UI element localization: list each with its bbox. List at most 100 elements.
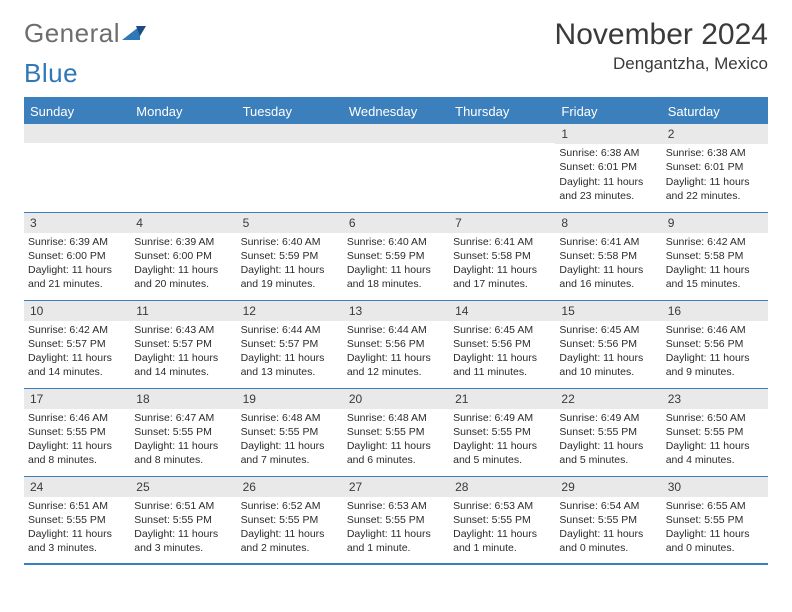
sunrise-text: Sunrise: 6:44 AM bbox=[347, 323, 445, 337]
day-header: Sunday bbox=[24, 98, 130, 124]
day-number: 26 bbox=[237, 477, 343, 497]
sunrise-text: Sunrise: 6:45 AM bbox=[453, 323, 551, 337]
sunset-text: Sunset: 5:55 PM bbox=[134, 425, 232, 439]
day-number: 29 bbox=[555, 477, 661, 497]
daylight-text: Daylight: 11 hours and 1 minute. bbox=[347, 527, 445, 555]
empty-day bbox=[24, 124, 130, 143]
calendar-day-cell: 1 Sunrise: 6:38 AMSunset: 6:01 PMDaylight… bbox=[555, 124, 661, 212]
brand-word2: Blue bbox=[24, 58, 78, 89]
calendar-day-cell: 23Sunrise: 6:50 AMSunset: 5:55 PMDayligh… bbox=[662, 388, 768, 476]
sunrise-text: Sunrise: 6:45 AM bbox=[559, 323, 657, 337]
sunset-text: Sunset: 6:01 PM bbox=[559, 160, 657, 174]
sunset-text: Sunset: 5:55 PM bbox=[347, 425, 445, 439]
calendar-day-cell: 8Sunrise: 6:41 AMSunset: 5:58 PMDaylight… bbox=[555, 212, 661, 300]
sunset-text: Sunset: 5:57 PM bbox=[241, 337, 339, 351]
month-title: November 2024 bbox=[555, 18, 768, 52]
sunset-text: Sunset: 6:00 PM bbox=[134, 249, 232, 263]
sunset-text: Sunset: 5:55 PM bbox=[134, 513, 232, 527]
sunset-text: Sunset: 5:56 PM bbox=[453, 337, 551, 351]
calendar-week-row: 1Sunrise: 6:38 AMSunset: 6:01 PMDaylight… bbox=[24, 124, 768, 212]
calendar-day-cell: 5Sunrise: 6:40 AMSunset: 5:59 PMDaylight… bbox=[237, 212, 343, 300]
day-number: 19 bbox=[237, 389, 343, 409]
day-number: 5 bbox=[237, 213, 343, 233]
calendar-day-cell: 14 Sunrise: 6:45 AMSunset: 5:56 PMDayligh… bbox=[449, 300, 555, 388]
daylight-text: Daylight: 11 hours and 23 minutes. bbox=[559, 175, 657, 203]
sunrise-text: Sunrise: 6:49 AM bbox=[559, 411, 657, 425]
daylight-text: Daylight: 11 hours and 8 minutes. bbox=[134, 439, 232, 467]
day-header: Saturday bbox=[662, 98, 768, 124]
calendar-day-cell: 28Sunrise: 6:53 AMSunset: 5:55 PMDayligh… bbox=[449, 476, 555, 564]
daylight-text: Daylight: 11 hours and 2 minutes. bbox=[241, 527, 339, 555]
empty-day bbox=[237, 124, 343, 143]
sunset-text: Sunset: 5:56 PM bbox=[559, 337, 657, 351]
daylight-text: Daylight: 11 hours and 19 minutes. bbox=[241, 263, 339, 291]
sunset-text: Sunset: 5:55 PM bbox=[559, 513, 657, 527]
sunset-text: Sunset: 5:58 PM bbox=[666, 249, 764, 263]
calendar-day-cell: 2Sunrise: 6:38 AMSunset: 6:01 PMDaylight… bbox=[662, 124, 768, 212]
calendar-day-cell: 11Sunrise: 6:43 AMSunset: 5:57 PMDayligh… bbox=[130, 300, 236, 388]
day-number: 6 bbox=[343, 213, 449, 233]
sunset-text: Sunset: 5:56 PM bbox=[347, 337, 445, 351]
day-number: 11 bbox=[130, 301, 236, 321]
daylight-text: Daylight: 11 hours and 20 minutes. bbox=[134, 263, 232, 291]
sunset-text: Sunset: 6:01 PM bbox=[666, 160, 764, 174]
day-header-row: Sunday Monday Tuesday Wednesday Thursday… bbox=[24, 98, 768, 124]
day-number: 14 bbox=[449, 301, 555, 321]
sunset-text: Sunset: 5:55 PM bbox=[241, 425, 339, 439]
calendar-day-cell bbox=[343, 124, 449, 212]
title-block: November 2024 Dengantzha, Mexico bbox=[555, 18, 768, 74]
sunset-text: Sunset: 5:55 PM bbox=[347, 513, 445, 527]
daylight-text: Daylight: 11 hours and 12 minutes. bbox=[347, 351, 445, 379]
calendar-week-row: 24Sunrise: 6:51 AMSunset: 5:55 PMDayligh… bbox=[24, 476, 768, 564]
day-number: 3 bbox=[24, 213, 130, 233]
day-number: 24 bbox=[24, 477, 130, 497]
sunrise-text: Sunrise: 6:52 AM bbox=[241, 499, 339, 513]
sunset-text: Sunset: 5:55 PM bbox=[453, 425, 551, 439]
sunrise-text: Sunrise: 6:53 AM bbox=[453, 499, 551, 513]
day-number: 20 bbox=[343, 389, 449, 409]
day-header: Thursday bbox=[449, 98, 555, 124]
day-number: 25 bbox=[130, 477, 236, 497]
empty-day bbox=[130, 124, 236, 143]
daylight-text: Daylight: 11 hours and 17 minutes. bbox=[453, 263, 551, 291]
sunrise-text: Sunrise: 6:42 AM bbox=[666, 235, 764, 249]
brand-logo: General bbox=[24, 18, 148, 49]
day-number: 23 bbox=[662, 389, 768, 409]
daylight-text: Daylight: 11 hours and 16 minutes. bbox=[559, 263, 657, 291]
calendar-day-cell: 19Sunrise: 6:48 AMSunset: 5:55 PMDayligh… bbox=[237, 388, 343, 476]
day-header: Tuesday bbox=[237, 98, 343, 124]
daylight-text: Daylight: 11 hours and 13 minutes. bbox=[241, 351, 339, 379]
sunset-text: Sunset: 5:55 PM bbox=[666, 425, 764, 439]
sunrise-text: Sunrise: 6:55 AM bbox=[666, 499, 764, 513]
sunrise-text: Sunrise: 6:42 AM bbox=[28, 323, 126, 337]
day-header: Friday bbox=[555, 98, 661, 124]
sunset-text: Sunset: 6:00 PM bbox=[28, 249, 126, 263]
calendar-day-cell bbox=[130, 124, 236, 212]
day-number: 1 bbox=[555, 124, 661, 144]
daylight-text: Daylight: 11 hours and 0 minutes. bbox=[559, 527, 657, 555]
day-number: 2 bbox=[662, 124, 768, 144]
calendar-day-cell: 26Sunrise: 6:52 AMSunset: 5:55 PMDayligh… bbox=[237, 476, 343, 564]
brand-word1: General bbox=[24, 18, 120, 49]
daylight-text: Daylight: 11 hours and 5 minutes. bbox=[559, 439, 657, 467]
sunrise-text: Sunrise: 6:46 AM bbox=[666, 323, 764, 337]
calendar-day-cell bbox=[237, 124, 343, 212]
calendar-day-cell: 18Sunrise: 6:47 AMSunset: 5:55 PMDayligh… bbox=[130, 388, 236, 476]
daylight-text: Daylight: 11 hours and 11 minutes. bbox=[453, 351, 551, 379]
sunset-text: Sunset: 5:57 PM bbox=[134, 337, 232, 351]
sunrise-text: Sunrise: 6:38 AM bbox=[559, 146, 657, 160]
day-number: 10 bbox=[24, 301, 130, 321]
daylight-text: Daylight: 11 hours and 22 minutes. bbox=[666, 175, 764, 203]
daylight-text: Daylight: 11 hours and 15 minutes. bbox=[666, 263, 764, 291]
empty-day bbox=[343, 124, 449, 143]
sunset-text: Sunset: 5:57 PM bbox=[28, 337, 126, 351]
day-number: 17 bbox=[24, 389, 130, 409]
sunrise-text: Sunrise: 6:50 AM bbox=[666, 411, 764, 425]
calendar-day-cell: 22Sunrise: 6:49 AMSunset: 5:55 PMDayligh… bbox=[555, 388, 661, 476]
calendar-day-cell: 25Sunrise: 6:51 AMSunset: 5:55 PMDayligh… bbox=[130, 476, 236, 564]
calendar-day-cell: 20Sunrise: 6:48 AMSunset: 5:55 PMDayligh… bbox=[343, 388, 449, 476]
day-number: 28 bbox=[449, 477, 555, 497]
daylight-text: Daylight: 11 hours and 3 minutes. bbox=[134, 527, 232, 555]
sunrise-text: Sunrise: 6:41 AM bbox=[453, 235, 551, 249]
sunrise-text: Sunrise: 6:54 AM bbox=[559, 499, 657, 513]
